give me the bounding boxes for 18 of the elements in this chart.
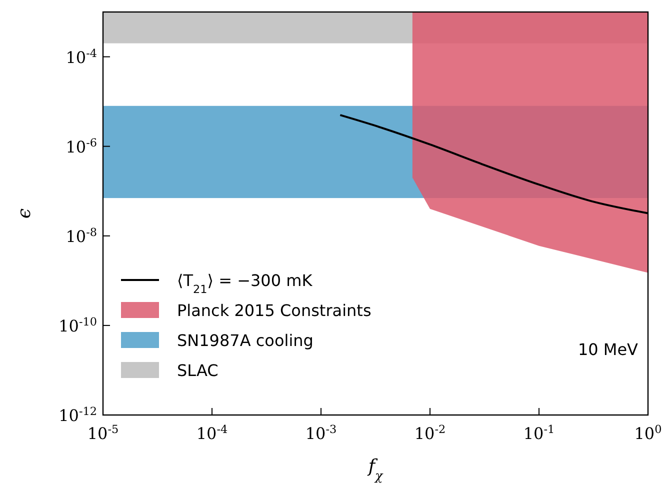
legend-label: Planck 2015 Constraints: [177, 301, 372, 320]
legend-label: SLAC: [177, 361, 218, 380]
y-axis-title: ϵ: [14, 208, 35, 219]
y-tick-label: 10$^{-10}$: [58, 314, 97, 336]
y-tick-label: 10$^{-6}$: [66, 136, 97, 156]
x-axis-title: f$_{χ}$: [366, 456, 384, 482]
legend-label: SN1987A cooling: [177, 331, 314, 350]
x-tick-label: 10$^{0}$: [634, 422, 662, 443]
x-tick-label: 10$^{-5}$: [87, 422, 119, 443]
annotation: 10 MeV: [578, 340, 638, 359]
x-tick-label: 10$^{-3}$: [305, 422, 337, 443]
y-tick-label: 10$^{-4}$: [66, 46, 97, 67]
x-tick-label: 10$^{-2}$: [414, 422, 446, 443]
y-tick-label: 10$^{-8}$: [66, 225, 97, 246]
legend-label: ⟨T$_{21}$⟩ = −300 mK: [177, 271, 313, 296]
x-tick-label: 10$^{-4}$: [196, 422, 228, 443]
y-tick-label: 10$^{-12}$: [58, 404, 97, 425]
x-tick-label: 10$^{-1}$: [523, 422, 555, 443]
